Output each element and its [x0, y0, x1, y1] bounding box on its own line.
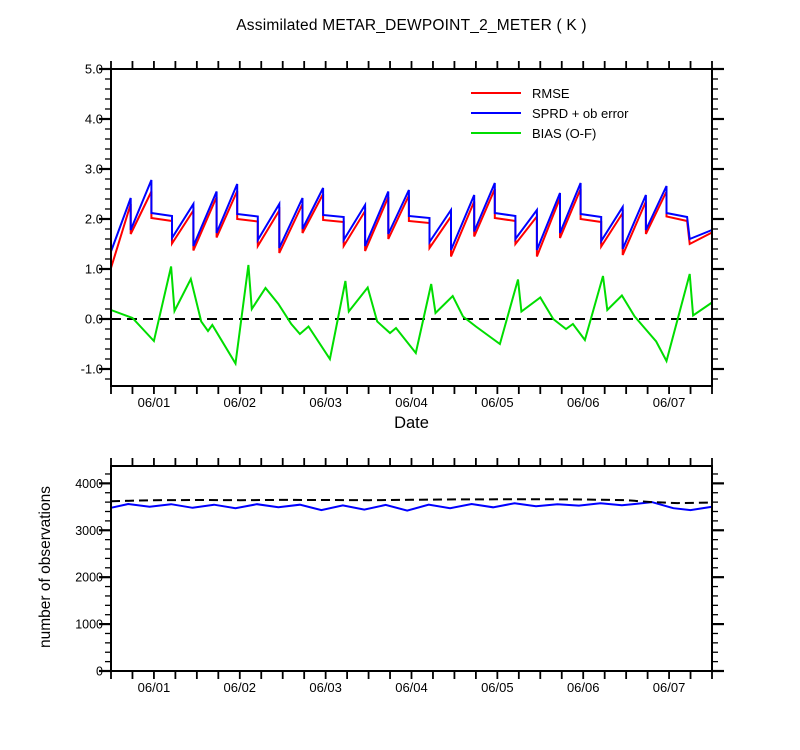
y-tick-label: -1.0: [81, 362, 103, 377]
legend-item-sprd: SPRD + ob error: [471, 103, 628, 123]
y-axis-title-bottom-panel: number of observations: [37, 486, 54, 648]
y-tick-label: 5.0: [85, 62, 103, 77]
x-tick-label: 06/03: [309, 680, 342, 695]
y-tick-label: 1.0: [85, 262, 103, 277]
series-line-obs-dashed: [110, 498, 713, 505]
y-tick-label: 1000: [75, 618, 103, 632]
legend-label-sprd: SPRD + ob error: [532, 105, 629, 121]
y-tick-label: 3.0: [85, 162, 103, 177]
rmse-line-swatch: [471, 92, 521, 94]
x-axis-title: Date: [394, 414, 429, 432]
y-tick-label: 4000: [75, 477, 103, 491]
x-tick-label: 06/02: [224, 680, 257, 695]
x-tick-label: 06/01: [138, 680, 171, 695]
y-tick-label: 4.0: [85, 112, 103, 127]
legend-item-rmse: RMSE: [471, 83, 628, 103]
x-tick-label: 06/05: [481, 680, 514, 695]
plot-box: [110, 465, 713, 672]
chart-title: Assimilated METAR_DEWPOINT_2_METER ( K ): [236, 17, 587, 34]
x-tick-label: 06/07: [653, 395, 686, 410]
x-tick-label: 06/04: [395, 680, 428, 695]
x-tick-label: 06/06: [567, 680, 600, 695]
x-tick-label: 06/04: [395, 395, 428, 410]
series-line-bias-o-f-: [110, 264, 713, 367]
legend-label-rmse: RMSE: [532, 85, 570, 101]
series-line-obs-solid: [110, 501, 713, 512]
y-tick-label: 0: [96, 665, 103, 679]
x-tick-label: 06/05: [481, 395, 514, 410]
y-tick-label: 0.0: [85, 312, 103, 327]
bias-line-swatch: [471, 132, 521, 134]
bottom-panel: 0 1000 2000 3000 4000 06/01 06/02 06/03 06/04 06/…: [75, 458, 724, 695]
x-tick-label: 06/02: [224, 395, 257, 410]
legend-label-bias: BIAS (O-F): [532, 125, 597, 141]
legend-item-bias: BIAS (O-F): [471, 123, 628, 143]
x-tick-label: 06/07: [653, 680, 686, 695]
y-tick-label: 2000: [75, 571, 103, 585]
y-tick-label: 2.0: [85, 212, 103, 227]
x-tick-label: 06/03: [309, 395, 342, 410]
sprd-line-swatch: [471, 112, 521, 114]
series-line-sprd-ob-error: [110, 179, 713, 252]
top-panel: 5.0 4.0 3.0 2.0 1.0 0.0 -1.0 06/01 06/02 06/03 06/…: [81, 61, 724, 410]
y-tick-label: 3000: [75, 524, 103, 538]
x-tick-label: 06/06: [567, 395, 600, 410]
legend: RMSE SPRD + ob error BIAS (O-F): [471, 83, 628, 143]
x-tick-label: 06/01: [138, 395, 171, 410]
